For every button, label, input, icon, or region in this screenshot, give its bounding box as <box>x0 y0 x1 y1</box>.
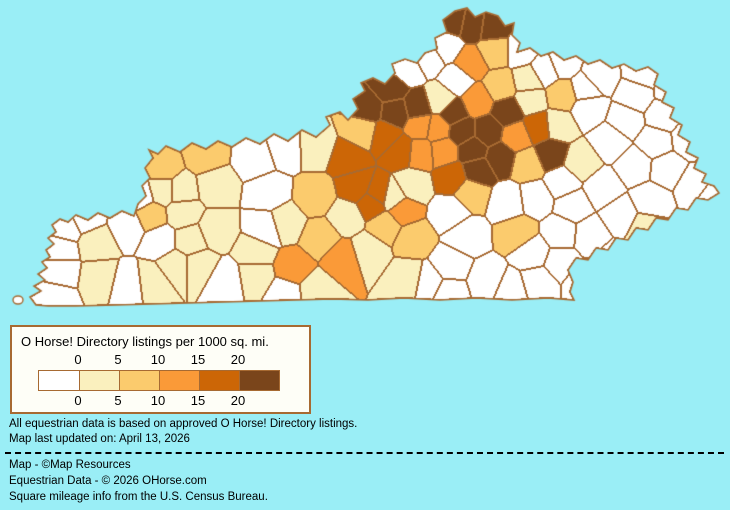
legend-tick: 15 <box>190 352 206 367</box>
dashed-separator <box>5 452 724 454</box>
legend-swatch-bar <box>38 370 280 391</box>
data-source-note: All equestrian data is based on approved… <box>9 418 358 430</box>
equestrian-data-credit: Equestrian Data - © 2026 OHorse.com <box>9 475 207 487</box>
legend-ticks-top: 0 5 10 15 20 <box>12 352 309 367</box>
legend-swatch-0 <box>39 371 79 390</box>
legend-tick: 10 <box>150 352 166 367</box>
legend-swatch-0-5 <box>79 371 119 390</box>
legend-swatch-5-10 <box>119 371 159 390</box>
legend-box: O Horse! Directory listings per 1000 sq.… <box>10 325 311 414</box>
legend-swatch-20+ <box>239 371 279 390</box>
legend-tick: 20 <box>230 393 246 408</box>
census-credit: Square mileage info from the U.S. Census… <box>9 491 268 503</box>
legend-swatch-15-20 <box>199 371 239 390</box>
legend-title: O Horse! Directory listings per 1000 sq.… <box>21 334 269 349</box>
legend-ticks-bottom: 0 5 10 15 20 <box>12 393 309 408</box>
legend-tick: 5 <box>114 393 122 408</box>
map-credit: Map - ©Map Resources <box>9 459 131 471</box>
legend-tick: 10 <box>150 393 166 408</box>
legend-tick: 5 <box>114 352 122 367</box>
legend-tick: 20 <box>230 352 246 367</box>
legend-tick: 0 <box>74 352 82 367</box>
kentucky-choropleth-map <box>0 0 730 318</box>
legend-tick: 0 <box>74 393 82 408</box>
legend-swatch-10-15 <box>159 371 199 390</box>
legend-tick: 15 <box>190 393 206 408</box>
last-updated-note: Map last updated on: April 13, 2026 <box>9 433 190 445</box>
